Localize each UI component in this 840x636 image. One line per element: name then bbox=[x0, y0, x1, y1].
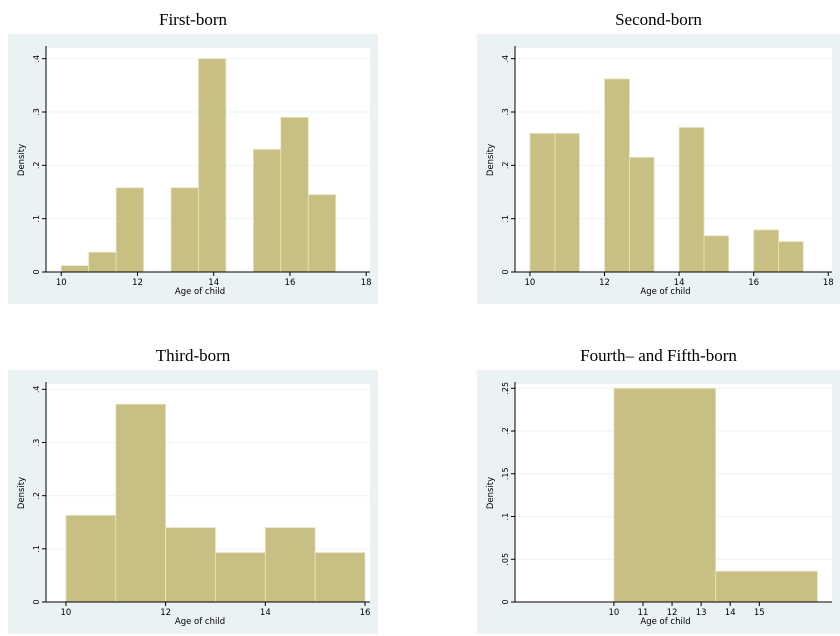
y-tick-label: .2 bbox=[32, 492, 41, 500]
x-tick-label: 10 bbox=[61, 608, 72, 618]
histogram-bar bbox=[215, 553, 265, 602]
histogram-bar bbox=[308, 195, 335, 272]
histogram-bar bbox=[171, 188, 198, 272]
x-tick-label: 14 bbox=[260, 608, 271, 618]
histogram-bar bbox=[629, 157, 654, 272]
histogram-bar bbox=[704, 236, 729, 272]
y-tick-label: .4 bbox=[32, 385, 41, 393]
x-tick-label: 10 bbox=[608, 608, 619, 618]
y-tick-label: .3 bbox=[32, 439, 41, 447]
x-tick-label: 13 bbox=[696, 608, 707, 618]
x-tick-label: 10 bbox=[56, 278, 67, 288]
histogram-bar bbox=[614, 388, 716, 602]
x-axis-title: Age of child bbox=[175, 287, 225, 297]
panel-first-born: First-born 0.1.2.3.4 10 12 14 16 18 Age of chi… bbox=[8, 6, 378, 304]
histogram-bar bbox=[754, 230, 779, 272]
y-tick-label: .1 bbox=[501, 513, 510, 521]
x-tick-label: 10 bbox=[525, 278, 536, 288]
histogram-bar bbox=[281, 117, 308, 272]
histogram-bar bbox=[253, 149, 280, 272]
panel-fourth-fifth-born: Fourth– and Fifth-born 0 .05 .1 .15 .2 .25 10 1… bbox=[477, 344, 840, 636]
histogram-bar bbox=[66, 515, 116, 602]
histogram-bar bbox=[116, 404, 166, 602]
chart-title: Third-born bbox=[8, 346, 378, 366]
y-tick-label: .4 bbox=[32, 55, 41, 63]
histogram-bar bbox=[779, 242, 804, 272]
y-axis-title: Density bbox=[17, 477, 27, 509]
x-tick-label: 16 bbox=[360, 608, 371, 618]
y-tick-label: .1 bbox=[32, 215, 41, 223]
chart-title: First-born bbox=[8, 10, 378, 30]
chart-title: Second-born bbox=[477, 10, 840, 30]
histogram-bar bbox=[679, 127, 704, 272]
histogram-third-born: 0 .1 .2 .3 .4 10 12 14 16 Age of child Density bbox=[8, 370, 378, 634]
y-tick-label: .2 bbox=[32, 162, 41, 170]
histogram-bar bbox=[61, 266, 88, 272]
histogram-bar bbox=[198, 59, 225, 272]
x-tick-label: 15 bbox=[754, 608, 765, 618]
x-axis-title: Age of child bbox=[640, 287, 690, 297]
y-tick-label: .2 bbox=[501, 162, 510, 170]
x-tick-label: 16 bbox=[748, 278, 759, 288]
histogram-bar bbox=[605, 79, 630, 272]
x-tick-label: 16 bbox=[285, 278, 296, 288]
histogram-bar bbox=[716, 571, 818, 602]
y-tick-label: .1 bbox=[32, 545, 41, 553]
y-axis-title: Density bbox=[486, 477, 496, 509]
x-tick-label: 12 bbox=[132, 278, 143, 288]
y-tick-label: 0 bbox=[32, 269, 41, 274]
histogram-bar bbox=[116, 188, 143, 272]
y-axis-title: Density bbox=[17, 144, 27, 176]
panel-third-born: Third-born 0 .1 .2 .3 .4 10 12 14 16 Age of child… bbox=[8, 344, 378, 636]
y-tick-label: .15 bbox=[501, 467, 510, 480]
x-tick-label: 12 bbox=[160, 608, 171, 618]
x-tick-label: 14 bbox=[725, 608, 736, 618]
y-tick-label: .3 bbox=[32, 108, 41, 116]
y-tick-label: .3 bbox=[501, 108, 510, 116]
y-tick-label: .25 bbox=[501, 382, 510, 395]
panel-second-born: Second-born 0.1.2.3.4 10 12 14 16 18 Age of ch… bbox=[477, 6, 840, 304]
y-tick-label: 0 bbox=[501, 269, 510, 274]
chart-title: Fourth– and Fifth-born bbox=[477, 346, 840, 366]
x-tick-label: 18 bbox=[361, 278, 372, 288]
x-axis-title: Age of child bbox=[175, 617, 225, 627]
histogram-bar bbox=[89, 252, 116, 272]
x-tick-label: 18 bbox=[823, 278, 834, 288]
histogram-bar bbox=[555, 133, 580, 272]
y-tick-label: .2 bbox=[501, 427, 510, 435]
x-tick-label: 12 bbox=[599, 278, 610, 288]
y-tick-label: .05 bbox=[501, 553, 510, 566]
histogram-bar bbox=[265, 528, 315, 602]
y-tick-label: 0 bbox=[501, 599, 510, 604]
y-tick-label: .4 bbox=[501, 55, 510, 63]
histogram-bar bbox=[530, 133, 555, 272]
histogram-bar bbox=[166, 528, 216, 602]
y-axis-title: Density bbox=[486, 144, 496, 176]
y-tick-label: .1 bbox=[501, 215, 510, 223]
y-tick-label: 0 bbox=[32, 599, 41, 604]
histogram-bar bbox=[315, 553, 365, 602]
x-axis-title: Age of child bbox=[640, 617, 690, 627]
